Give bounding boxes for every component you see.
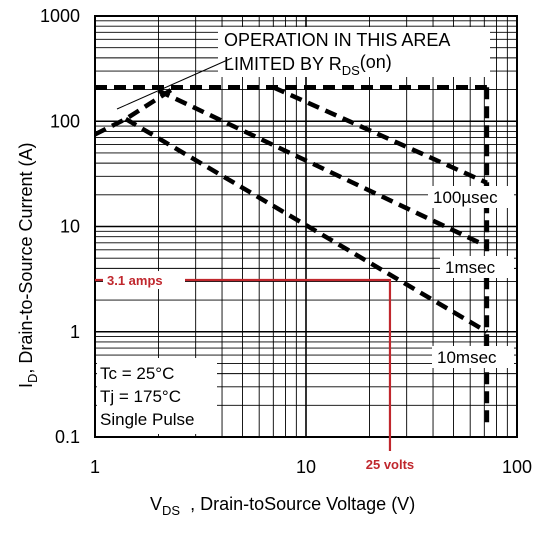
operating-point-line [95,278,392,451]
y-tick-label: 0.1 [55,427,80,447]
region-annotation-line2: LIMITED BY RDS(on) [224,52,392,78]
y-tick-label: 1000 [40,6,80,26]
region-annotation-line1: OPERATION IN THIS AREA [224,30,450,50]
volts-label: 25 volts [366,457,414,472]
label-1msec: 1msec [445,258,496,277]
y-axis-title: ID, Drain-to-Source Current (A) [16,143,40,388]
series-layer [93,85,490,429]
test-condition: Tj = 175°C [100,387,181,406]
series-label-box [432,346,514,368]
overlay-layer [95,27,514,451]
y-tick-label: 1 [70,322,80,342]
annotation-backdrop [218,27,490,77]
x-tick-label: 1 [90,457,100,477]
pulse-1ms-line [157,88,488,249]
pulse-10ms-line [124,117,489,334]
text-layer: 1 10 100 0.1 1 10 100 1000 VDS, Drain-toSource V… [16,6,532,518]
amps-label: 3.1 amps [107,273,163,288]
series-label-box [440,256,514,278]
plot-frame [94,15,518,438]
label-10msec: 10msec [437,348,497,367]
x-axis-title: VDS, Drain-toSource Voltage (V) [150,494,415,518]
annotation-pointer [116,57,233,110]
x-tick-label: 10 [296,457,316,477]
y-tick-label: 10 [60,217,80,237]
label-100usec: 100µsec [433,188,498,207]
y-tick-label: 100 [50,111,80,131]
pulse-100us-line [272,85,488,185]
test-condition: Single Pulse [100,410,195,429]
x-tick-label: 100 [502,457,532,477]
rds-limit-line [93,85,177,137]
amps-label-box [103,271,185,290]
test-condition: Tc = 25°C [100,364,174,383]
conditions-backdrop [97,358,217,434]
series-label-box [428,186,514,208]
